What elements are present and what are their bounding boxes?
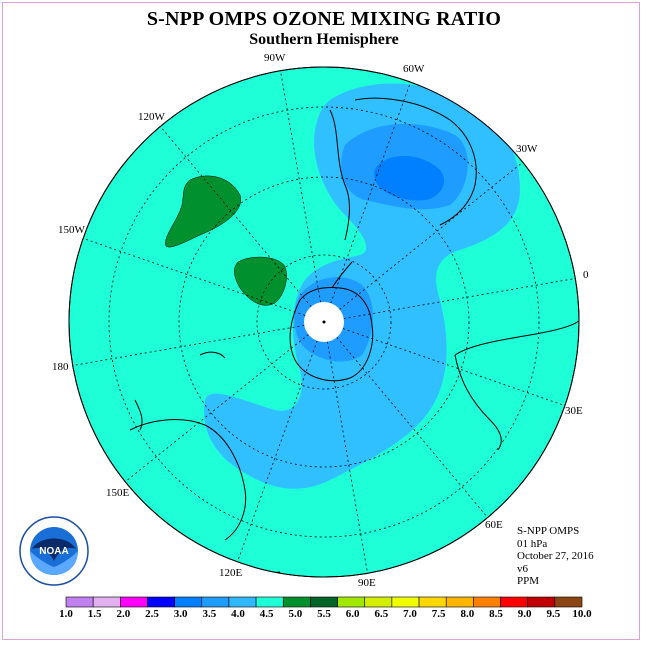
graticule xyxy=(69,67,579,577)
colorbar-swatch xyxy=(554,596,583,608)
colorbar-swatch xyxy=(120,596,148,608)
colorbar-label: 3.0 xyxy=(173,608,188,620)
lon-label-150e: 150E xyxy=(106,487,130,499)
colorbar-label: 4.0 xyxy=(231,608,245,620)
lon-label-90w: 90W xyxy=(264,52,286,64)
lon-label-30e: 30E xyxy=(565,405,583,417)
colorbar-swatch xyxy=(282,596,311,608)
lon-label-90e: 90E xyxy=(358,577,376,589)
colorbar-label: 8.0 xyxy=(460,608,475,620)
info-level: 01 hPa xyxy=(517,537,548,550)
colorbar-swatch xyxy=(65,596,94,608)
coast-new-zealand xyxy=(134,351,226,431)
lon-label-60w: 60W xyxy=(403,63,425,75)
colorbar-label: 5.0 xyxy=(288,608,303,620)
info-instrument: S-NPP OMPS xyxy=(517,525,580,537)
info-date: October 27, 2016 xyxy=(517,550,594,562)
pole-dot xyxy=(322,320,326,324)
info-panel: S-NPP OMPS 01 hPa October 27, 2016 v6 PP… xyxy=(517,525,594,588)
lon-label-180: 180 xyxy=(52,361,69,373)
colorbar-label: 1.5 xyxy=(87,608,102,620)
colorbar-swatch xyxy=(527,596,556,608)
info-version: v6 xyxy=(517,562,528,575)
colorbar-swatch xyxy=(228,596,257,608)
lon-label-0: 0 xyxy=(583,269,589,281)
page-subtitle: Southern Hemisphere xyxy=(249,31,399,48)
colorbar-swatch xyxy=(473,596,501,608)
colorbar-label: 9.5 xyxy=(546,608,561,620)
colorbar-swatch xyxy=(391,596,420,608)
colorbar-swatch xyxy=(418,596,447,608)
lon-label-60e: 60E xyxy=(485,519,503,531)
colorbar-swatch xyxy=(147,596,175,608)
ozone-region-5-5-a xyxy=(165,175,242,248)
colorbar-swatch xyxy=(337,596,366,608)
colorbar xyxy=(65,596,583,608)
noaa-logo: NOAA xyxy=(19,516,89,586)
page-title: S-NPP OMPS OZONE MIXING RATIO xyxy=(146,8,502,30)
colorbar-label: 3.5 xyxy=(202,608,217,620)
coast-south-america xyxy=(329,97,477,241)
colorbar-label: 10.0 xyxy=(572,608,592,620)
colorbar-swatch xyxy=(255,596,284,608)
lon-label-30w: 30W xyxy=(516,143,538,155)
ozone-region-5-5-b xyxy=(234,256,287,306)
colorbar-label: 7.5 xyxy=(431,608,446,620)
info-units: PPM xyxy=(517,575,540,587)
colorbar-swatch xyxy=(174,596,203,608)
coast-africa xyxy=(454,319,579,451)
colorbar-label: 2.0 xyxy=(116,608,131,620)
colorbar-label: 6.5 xyxy=(374,608,389,620)
ozone-region-3-0 xyxy=(374,155,445,201)
colorbar-label: 6.0 xyxy=(345,608,360,620)
noaa-logo-text: NOAA xyxy=(39,546,68,557)
plot-frame xyxy=(2,2,640,640)
coast-antarctica xyxy=(289,287,374,382)
lon-label-120e: 120E xyxy=(219,567,243,579)
lon-label-120w: 120W xyxy=(138,111,166,123)
colorbar-label: 1.0 xyxy=(59,608,73,620)
colorbar-label: 8.5 xyxy=(489,608,503,620)
colorbar-label: 9.0 xyxy=(517,608,532,620)
colorbar-swatch xyxy=(92,596,121,608)
colorbar-swatch xyxy=(310,596,338,608)
colorbar-swatch xyxy=(445,596,474,608)
colorbar-label: 7.0 xyxy=(403,608,417,620)
colorbar-labels: 1.0 1.5 2.0 2.5 3.0 3.5 4.0 4.5 5.0 5.5 6.0 6.5 7.0 7… xyxy=(0,608,648,622)
colorbar-swatch xyxy=(500,596,528,608)
colorbar-label: 4.5 xyxy=(259,608,274,620)
lon-label-150w: 150W xyxy=(58,224,86,236)
colorbar-label: 2.5 xyxy=(145,608,159,620)
colorbar-label: 5.5 xyxy=(317,608,331,620)
colorbar-swatch xyxy=(364,596,393,608)
colorbar-swatch xyxy=(201,596,230,608)
